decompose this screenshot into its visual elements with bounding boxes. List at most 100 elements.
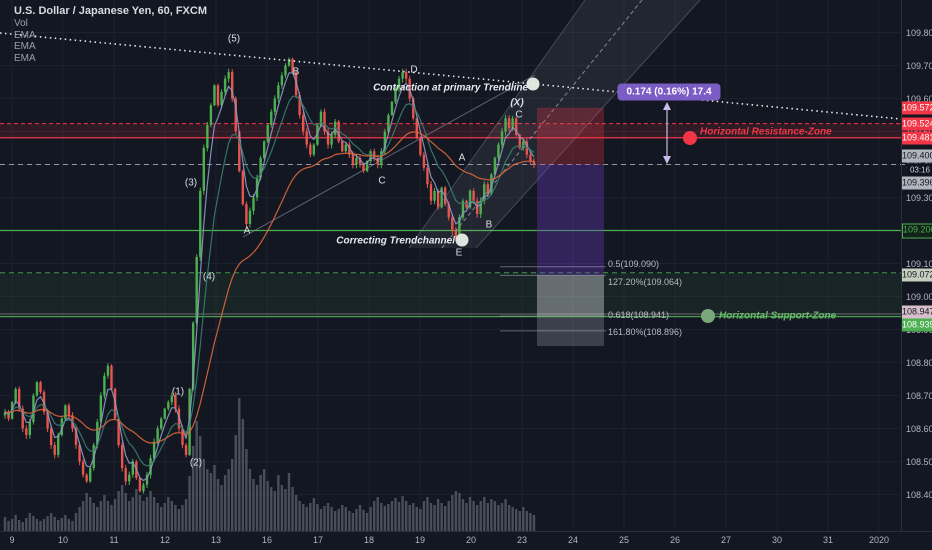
volume-bar: [74, 513, 78, 531]
price-tick-label: 109.100: [906, 258, 932, 269]
wave-label[interactable]: (4): [202, 271, 216, 283]
wave-label[interactable]: E: [455, 247, 463, 259]
volume-bar: [426, 497, 429, 531]
resistance-annotation[interactable]: Horizontal Resistance-Zone: [700, 126, 832, 138]
primary-trendline-dotted[interactable]: [0, 32, 932, 123]
candle: [223, 78, 227, 92]
volume-bar: [323, 506, 326, 531]
wave-label[interactable]: (2): [189, 457, 203, 469]
fib-retracement-lines[interactable]: [500, 266, 606, 332]
volume-bar: [184, 499, 188, 531]
candle: [110, 365, 113, 389]
candle: [25, 428, 28, 436]
volume-bar: [394, 498, 397, 531]
volume-bar: [191, 446, 195, 531]
price-badge[interactable]: 03:16: [907, 163, 932, 177]
volume-bar: [365, 513, 369, 531]
secondary-trendline[interactable]: [242, 74, 536, 238]
volume-bar: [419, 509, 422, 531]
candle: [277, 85, 280, 99]
volume-bar: [124, 493, 127, 531]
contraction-annotation[interactable]: Contraction at primary Trendline: [373, 82, 528, 94]
candle: [351, 154, 355, 165]
candle: [522, 141, 525, 148]
price-tick-label: 108.700: [906, 390, 932, 401]
volume-bar: [21, 522, 24, 531]
volume-bar: [3, 517, 7, 531]
drawing-anchor-markers[interactable]: [455, 77, 716, 324]
price-badge[interactable]: 108.947: [902, 305, 932, 319]
price-range-measure-arrow[interactable]: [663, 102, 671, 164]
candle: [497, 144, 500, 158]
candle: [302, 115, 305, 132]
candle: [436, 190, 440, 208]
price-tick-label: 108.800: [906, 357, 932, 368]
candle: [124, 468, 127, 482]
candle: [429, 184, 433, 201]
volume-bar: [99, 501, 103, 531]
candle: [64, 405, 67, 419]
wave-label[interactable]: (5): [227, 33, 241, 45]
symbol-title[interactable]: U.S. Dollar / Japanese Yen, 60, FXCM: [14, 5, 207, 17]
price-badge[interactable]: 109.572: [902, 101, 932, 115]
time-tick-label: 24: [567, 535, 579, 545]
fib-label: 0.5(109.090): [608, 259, 660, 269]
wave-label[interactable]: A: [243, 225, 251, 237]
price-badge[interactable]: 109.481: [902, 131, 932, 145]
volume-bar: [262, 469, 266, 531]
candle: [358, 157, 362, 165]
volume-bar: [451, 495, 454, 531]
volume-bar: [291, 487, 294, 531]
candle: [184, 445, 188, 455]
price-badge[interactable]: 108.939: [902, 318, 932, 332]
candle: [390, 101, 394, 115]
wave-label[interactable]: D: [410, 64, 418, 76]
wave-label[interactable]: (3): [184, 177, 198, 189]
volume-bar: [284, 489, 287, 531]
measure-value-badge[interactable]: 0.174 (0.16%) 17.4: [617, 83, 721, 101]
volume-bar: [266, 481, 269, 531]
candle: [106, 365, 110, 376]
price-badge[interactable]: 109.200: [902, 223, 932, 239]
candle: [21, 408, 24, 429]
wave-label[interactable]: C: [378, 175, 386, 187]
candle: [152, 441, 156, 459]
time-axis[interactable]: 9 10 11 12 13 16 17 18 19 20 23 24 25 26 27 30 31 2020: [0, 531, 932, 550]
price-axis[interactable]: 109.800109.700109.600109.500109.400109.3…: [901, 0, 932, 531]
support-resistance-zones[interactable]: [0, 123, 932, 318]
price-badge[interactable]: 109.072: [902, 268, 932, 282]
price-badge[interactable]: 109.396: [902, 176, 932, 190]
correcting-annotation[interactable]: Correcting Trendchannel: [336, 235, 455, 247]
wave-label[interactable]: C: [515, 109, 523, 121]
wave-label[interactable]: B: [292, 66, 300, 78]
wave-label[interactable]: A: [458, 152, 466, 164]
support-annotation[interactable]: Horizontal Support-Zone: [719, 310, 837, 322]
indicator-label-ema3[interactable]: EMA: [14, 52, 36, 64]
volume-bar: [220, 485, 223, 531]
price-badge[interactable]: 109.400: [902, 149, 932, 163]
wave-label[interactable]: (1): [171, 386, 185, 398]
volume-bar: [337, 509, 340, 531]
candle: [177, 408, 181, 429]
wave-label[interactable]: (X): [510, 97, 524, 109]
candle: [241, 171, 245, 205]
candle: [447, 204, 450, 218]
position-projection-box[interactable]: [537, 107, 604, 346]
candle: [227, 72, 230, 79]
price-badge[interactable]: 109.524: [902, 117, 932, 131]
candle: [181, 428, 184, 445]
volume-bar: [49, 513, 53, 531]
grid-layer: [0, 0, 901, 531]
indicator-label-ema2[interactable]: EMA: [14, 41, 36, 52]
candle: [461, 200, 465, 218]
indicator-label-ema1[interactable]: EMA: [14, 29, 36, 41]
candle: [365, 161, 369, 172]
volume-bar: [358, 505, 362, 531]
volume-bar: [131, 497, 134, 531]
candle: [341, 141, 344, 152]
wave-label[interactable]: B: [485, 219, 493, 231]
candle: [483, 184, 486, 201]
indicator-label-vol[interactable]: Vol: [14, 18, 28, 29]
volume-bar: [145, 497, 149, 531]
